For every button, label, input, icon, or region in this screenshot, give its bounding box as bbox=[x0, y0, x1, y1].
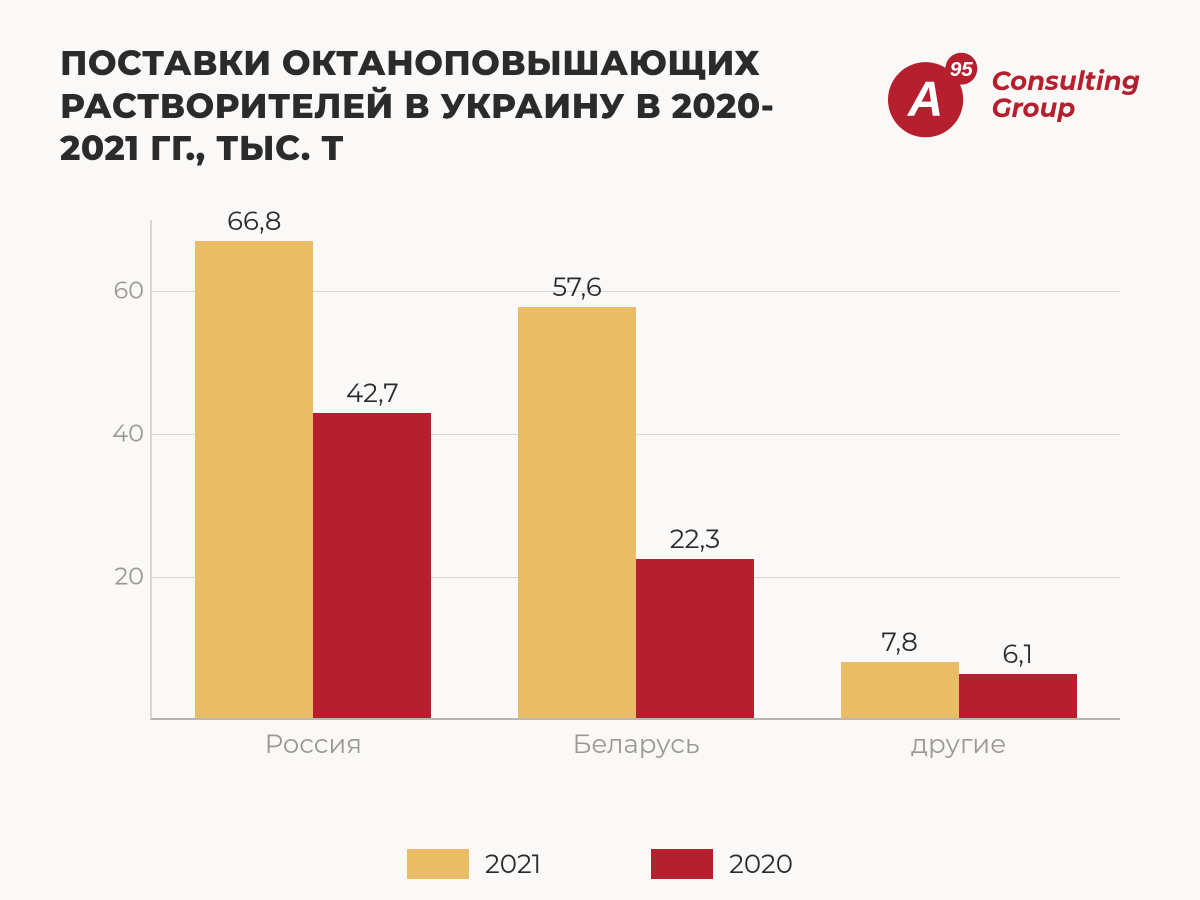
bar-value-label: 7,8 bbox=[882, 626, 918, 658]
bar-value-label: 42,7 bbox=[346, 377, 399, 409]
legend-label: 2021 bbox=[485, 848, 541, 880]
brand-logo: А 95 Consulting Group bbox=[888, 48, 1140, 142]
legend-label: 2020 bbox=[729, 848, 793, 880]
legend-item: 2020 bbox=[651, 848, 793, 880]
logo-text-line2: Group bbox=[992, 95, 1140, 122]
x-axis-label: Россия bbox=[265, 728, 362, 760]
x-axis-label: Беларусь bbox=[572, 728, 699, 760]
bar-group: 57,622,3Беларусь bbox=[475, 220, 798, 718]
bar-chart: 204060 66,842,7Россия57,622,3Беларусь7,8… bbox=[90, 220, 1120, 760]
bar-value-label: 57,6 bbox=[552, 271, 601, 303]
bar-group: 7,86,1другие bbox=[797, 220, 1120, 718]
bar: 7,8 bbox=[841, 662, 959, 718]
svg-text:А: А bbox=[906, 73, 942, 127]
y-axis-tick: 20 bbox=[90, 563, 144, 592]
bar-value-label: 6,1 bbox=[1002, 638, 1033, 670]
y-axis-tick: 60 bbox=[90, 277, 144, 306]
svg-text:95: 95 bbox=[949, 58, 972, 81]
bar: 22,3 bbox=[636, 559, 754, 718]
bar-group: 66,842,7Россия bbox=[152, 220, 475, 718]
legend-swatch-icon bbox=[651, 849, 713, 879]
legend-item: 2021 bbox=[407, 848, 541, 880]
bar: 66,8 bbox=[195, 241, 313, 718]
bar: 42,7 bbox=[313, 413, 431, 718]
y-axis-tick: 40 bbox=[90, 420, 144, 449]
x-axis-label: другие bbox=[911, 728, 1006, 760]
legend-swatch-icon bbox=[407, 849, 469, 879]
bar-value-label: 66,8 bbox=[227, 205, 281, 237]
logo-text-line1: Consulting bbox=[992, 68, 1140, 95]
chart-legend: 2021 2020 bbox=[0, 848, 1200, 880]
bar: 57,6 bbox=[518, 307, 636, 718]
logo-mark-icon: А 95 bbox=[888, 48, 982, 142]
bar: 6,1 bbox=[959, 674, 1077, 718]
chart-title: ПОСТАВКИ ОКТАНОПОВЫШАЮЩИХ РАСТВОРИТЕЛЕЙ … bbox=[60, 42, 820, 170]
bar-value-label: 22,3 bbox=[670, 523, 720, 555]
